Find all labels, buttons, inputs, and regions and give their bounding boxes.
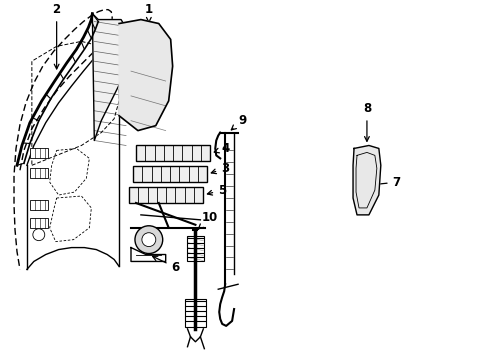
- Bar: [136, 145, 210, 161]
- Circle shape: [142, 233, 156, 247]
- Bar: [30, 148, 48, 158]
- Circle shape: [135, 226, 163, 253]
- Text: 8: 8: [363, 102, 371, 141]
- Circle shape: [33, 229, 45, 240]
- Bar: [185, 299, 206, 327]
- Polygon shape: [353, 145, 381, 215]
- Bar: [30, 200, 48, 210]
- Bar: [129, 187, 203, 203]
- Text: 9: 9: [231, 114, 246, 130]
- Bar: [187, 236, 204, 261]
- Text: 5: 5: [207, 184, 226, 197]
- Polygon shape: [92, 14, 131, 140]
- Text: 1: 1: [145, 3, 153, 22]
- Text: 2: 2: [52, 3, 61, 69]
- Text: 6: 6: [152, 256, 180, 274]
- Text: 7: 7: [373, 176, 401, 189]
- Polygon shape: [119, 19, 172, 131]
- Text: 3: 3: [211, 162, 229, 175]
- Bar: [30, 168, 48, 178]
- Bar: [30, 218, 48, 228]
- Bar: [133, 166, 207, 182]
- Text: 10: 10: [198, 211, 219, 229]
- Text: 4: 4: [214, 142, 229, 155]
